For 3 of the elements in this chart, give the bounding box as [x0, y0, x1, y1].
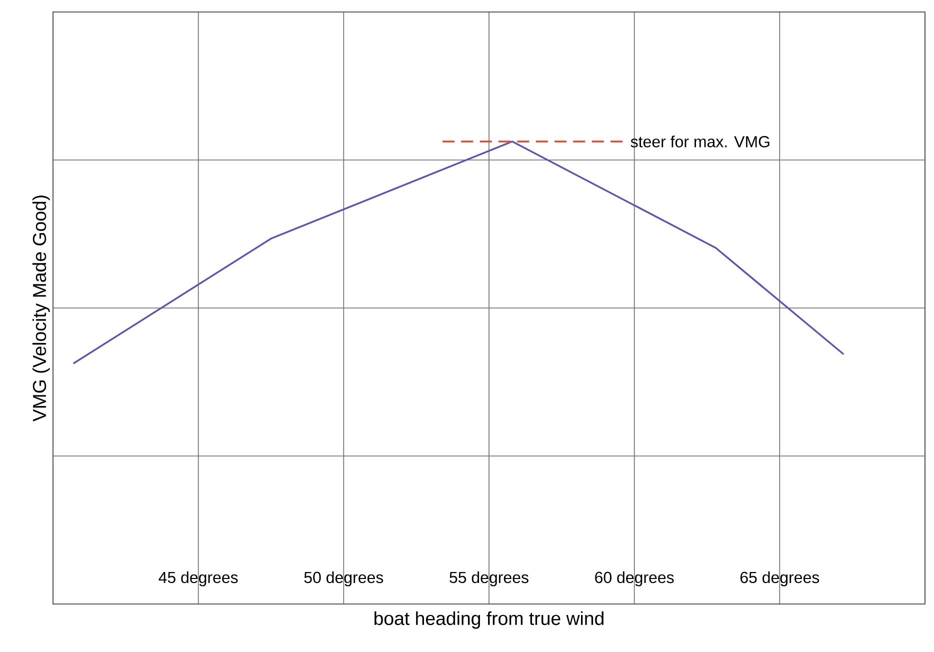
x-axis-title: boat heading from true wind — [374, 611, 604, 629]
x-tick-label: 55 degrees — [450, 571, 528, 586]
y-axis-title: VMG (Velocity Made Good) — [32, 196, 50, 422]
